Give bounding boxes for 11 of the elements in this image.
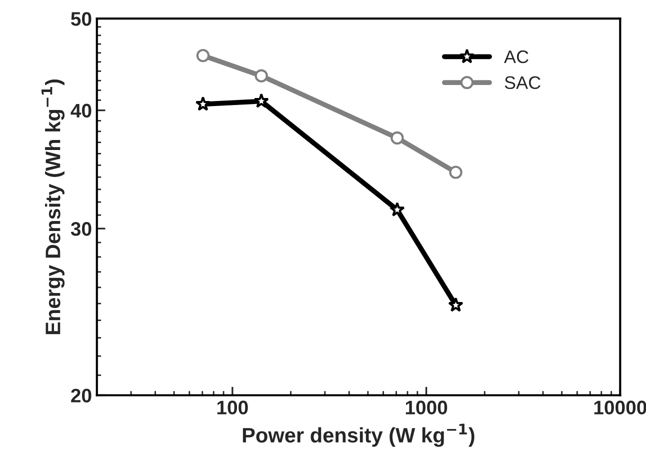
y-tick-label: 30	[70, 222, 92, 236]
x-tick-label: 1000	[406, 400, 448, 414]
y-tick-label: 50	[71, 12, 92, 26]
x-tick-label: 10000	[594, 400, 646, 414]
x-axis-title: Power density (W kg$^{−1}$)	[242, 424, 474, 447]
y-tick-label: 20	[71, 388, 92, 402]
legend-label: AC	[504, 50, 528, 64]
legend-label: SAC	[504, 76, 540, 90]
y-tick-label: 40	[70, 104, 92, 118]
y-axis-title: Energy Density (Wh kg$^{−1}$)	[42, 80, 65, 334]
x-tick-label: 100	[217, 400, 248, 414]
